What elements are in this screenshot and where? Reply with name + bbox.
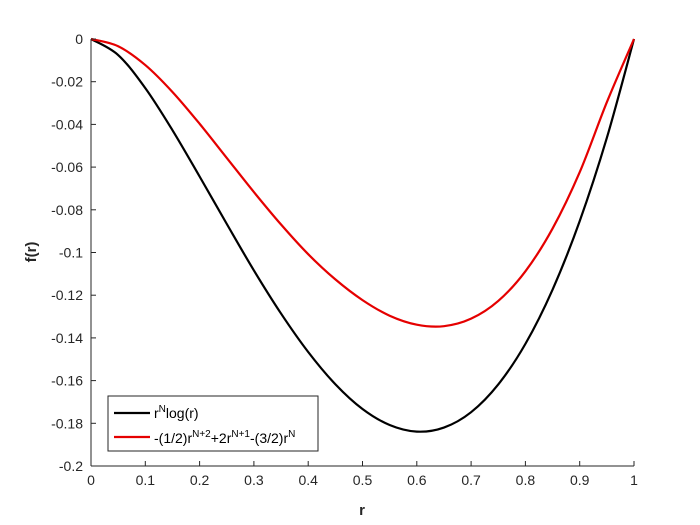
x-tick-label: 0.7 [461, 472, 481, 488]
y-tick-label: -0.18 [51, 415, 83, 431]
x-tick-label: 0 [87, 472, 95, 488]
y-tick-label: -0.04 [51, 116, 83, 132]
legend: rNlog(r) -(1/2)rN+2+2rN+1-(3/2)rN [107, 395, 319, 452]
legend-label-2: -(1/2)rN+2+2rN+1-(3/2)rN [154, 429, 295, 446]
series-layer [90, 37, 636, 433]
legend-2-p1: -(1/2)r [154, 430, 192, 446]
x-tick-label: 0.1 [136, 472, 156, 488]
legend-2-s3: N [288, 429, 295, 440]
legend-1-base: r [154, 405, 159, 421]
x-tick-label: 0.5 [353, 472, 373, 488]
y-tick-label: -0.12 [51, 287, 83, 303]
x-tick-label: 0.4 [298, 472, 318, 488]
x-tick-label: 0.8 [516, 472, 536, 488]
x-axis-label: r [359, 502, 365, 519]
legend-box [107, 395, 319, 452]
x-ticks: 0 0.1 0.2 0.3 0.4 0.5 0.6 0.7 0.8 0.9 1 [87, 461, 638, 488]
x-tick-label: 0.3 [244, 472, 264, 488]
legend-2-s1: N+2 [192, 429, 211, 440]
y-tick-label: -0.1 [59, 245, 83, 261]
x-tick-label: 0.2 [190, 472, 210, 488]
y-tick-label: -0.06 [51, 159, 83, 175]
plot-area [91, 39, 634, 466]
series-line-2 [90, 37, 636, 328]
y-tick-label: -0.14 [51, 330, 83, 346]
y-tick-label: 0 [75, 31, 83, 47]
y-tick-label: -0.16 [51, 373, 83, 389]
legend-2-p2: +2r [211, 430, 232, 446]
legend-1-tail: log(r) [166, 405, 199, 421]
legend-2-p3: -(3/2)r [250, 430, 288, 446]
y-axis-label: f(r) [23, 242, 40, 263]
series-line-1 [90, 38, 636, 433]
y-tick-label: -0.08 [51, 202, 83, 218]
x-tick-label: 0.6 [407, 472, 427, 488]
x-tick-label: 1 [630, 472, 638, 488]
y-tick-label: -0.02 [51, 74, 83, 90]
y-tick-label: -0.2 [59, 458, 83, 474]
legend-2-s2: N+1 [231, 429, 250, 440]
legend-1-sup: N [159, 404, 166, 415]
legend-label-1: rNlog(r) [154, 404, 199, 421]
x-tick-label: 0.9 [570, 472, 590, 488]
y-ticks: 0 -0.02 -0.04 -0.06 -0.08 -0.1 -0.12 -0.14 -0.16… [51, 31, 96, 474]
